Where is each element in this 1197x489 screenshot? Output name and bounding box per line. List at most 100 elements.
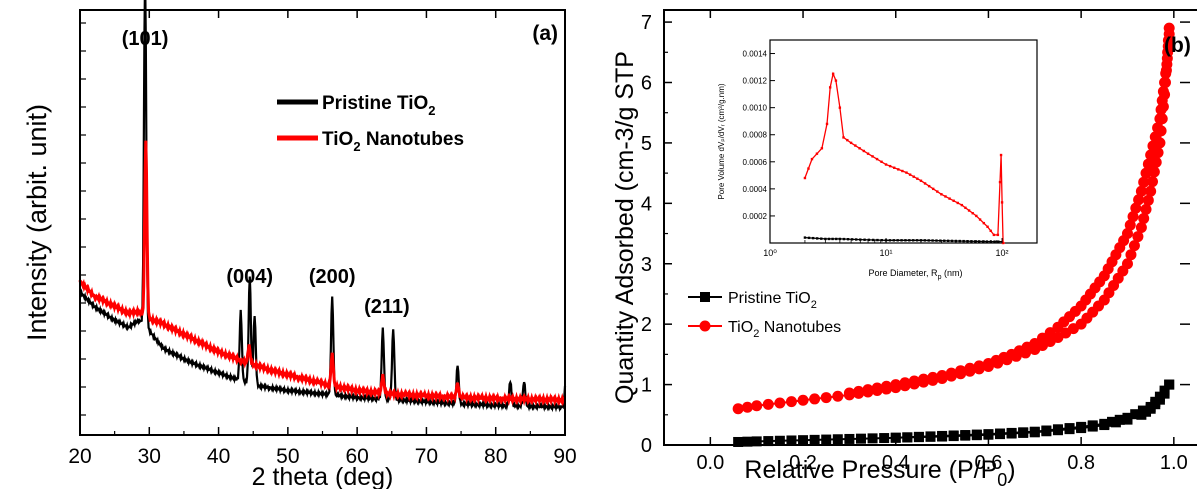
inset-point (967, 209, 971, 212)
isotherm-point-circle (1162, 34, 1174, 46)
x-tick-label-a: 20 (68, 445, 91, 468)
isotherm-point-square (960, 430, 971, 441)
isotherm-point-circle (890, 379, 902, 391)
x-tick-label-a: 80 (484, 445, 507, 468)
inset-point (946, 239, 950, 243)
inset-point (842, 237, 846, 241)
inset-point (855, 238, 858, 241)
inset-point (815, 237, 819, 240)
isotherm-point-square (902, 432, 913, 443)
isotherm-point-square (855, 433, 866, 444)
inset-point (871, 155, 874, 158)
y-tick-label-b: 4 (641, 193, 652, 215)
inset-point (827, 237, 831, 241)
isotherm-point-circle (1147, 140, 1159, 152)
isotherm-point-circle (936, 370, 948, 382)
isotherm-point-circle (732, 403, 744, 415)
inset-point (888, 164, 892, 168)
x-axis-title-a: 2 theta (deg) (252, 463, 394, 489)
isotherm-point-circle (1135, 222, 1147, 233)
x-tick-label-b: 0.8 (1067, 452, 1095, 474)
inset-point (875, 157, 879, 161)
legend-text: TiO (322, 129, 353, 150)
legend-text: Pristine TiO (322, 93, 428, 114)
inset-point (932, 187, 935, 191)
isotherm-point-circle (1127, 211, 1139, 223)
isotherm-point-square (1052, 424, 1063, 435)
isotherm-point-square (867, 433, 878, 444)
inset-y-tick-label: 0.0010 (743, 104, 768, 113)
peak-label: (101) (122, 28, 169, 50)
plot-frame-a (79, 9, 566, 436)
inset-point (867, 238, 871, 242)
inset-point (960, 203, 964, 207)
inset-point (944, 195, 947, 198)
inset-point (846, 238, 850, 241)
inset-y-tick-label: 0.0014 (743, 50, 768, 59)
inset-point (893, 166, 896, 169)
x-tick-label-b: 0.6 (975, 452, 1003, 474)
inset-point (971, 212, 974, 215)
panel-label-a: (a) (532, 22, 558, 45)
legend-marker-circle (699, 320, 711, 332)
inset-point (850, 238, 854, 241)
inset-point (897, 168, 900, 171)
isotherm-point-circle (1159, 77, 1171, 88)
inset-point (958, 239, 961, 243)
isotherm-point-square (879, 433, 890, 444)
peak-label: (200) (309, 266, 356, 288)
inset-point (838, 237, 842, 241)
inset-point (1000, 201, 1004, 204)
isotherm-point-circle (797, 394, 809, 406)
inset-point (862, 149, 866, 153)
inset-y-tick-label: 0.0002 (743, 212, 768, 221)
inset-point (952, 199, 955, 202)
panel-label-b: (b) (1164, 34, 1191, 57)
isotherm-point-circle (1037, 332, 1049, 344)
isotherm-point-square (1041, 425, 1052, 436)
isotherm-point-square (1064, 423, 1075, 434)
inset-point (962, 239, 965, 243)
inset-point (900, 239, 903, 242)
inset-x-tick-label: 10¹ (880, 248, 893, 258)
isotherm-point-circle (1142, 158, 1154, 170)
isotherm-point-square (786, 435, 797, 446)
isotherm-point-circle (880, 380, 892, 392)
axis-title-text: Pore Diameter, R (869, 268, 939, 278)
isotherm-point-square (1159, 385, 1170, 396)
inset-point (846, 138, 849, 142)
legend-text: TiO (728, 319, 753, 336)
isotherm-point-square (1164, 379, 1175, 390)
isotherm-point-circle (1138, 176, 1150, 188)
inset-x-tick-label: 10⁰ (763, 248, 777, 258)
inset-point (892, 239, 895, 242)
inset-point (828, 86, 832, 89)
isotherm-point-square (1145, 401, 1156, 412)
isotherm-point-circle (1152, 122, 1164, 134)
inset-point (854, 144, 857, 147)
isotherm-point-square (995, 428, 1006, 439)
isotherm-point-circle (1145, 185, 1157, 197)
inset-point (923, 182, 927, 185)
isotherm-point-circle (871, 382, 883, 394)
x-axis-title-b: Relative Pressure (P/P0) (744, 456, 1015, 489)
x-tick-label-b: 0.0 (696, 452, 724, 474)
isotherm-point-square (733, 436, 744, 447)
inset-point (974, 240, 977, 243)
inset-point (884, 163, 888, 166)
inset-point (931, 239, 934, 242)
xrd-series-line (78, 0, 567, 413)
isotherm-point-square (1137, 405, 1148, 416)
inset-point (927, 184, 931, 188)
inset-point (978, 218, 982, 221)
inset-point (986, 225, 989, 228)
isotherm-point-circle (1124, 219, 1136, 231)
isotherm-point-circle (1052, 321, 1064, 333)
y-tick-label-b: 1 (641, 375, 652, 397)
x-tick-label-b: 1.0 (1160, 452, 1188, 474)
isotherm-point-circle (774, 397, 786, 409)
inset-point (835, 237, 838, 241)
isotherm-point-square (742, 436, 753, 447)
inset-point (999, 153, 1003, 157)
inset-point (970, 240, 973, 243)
